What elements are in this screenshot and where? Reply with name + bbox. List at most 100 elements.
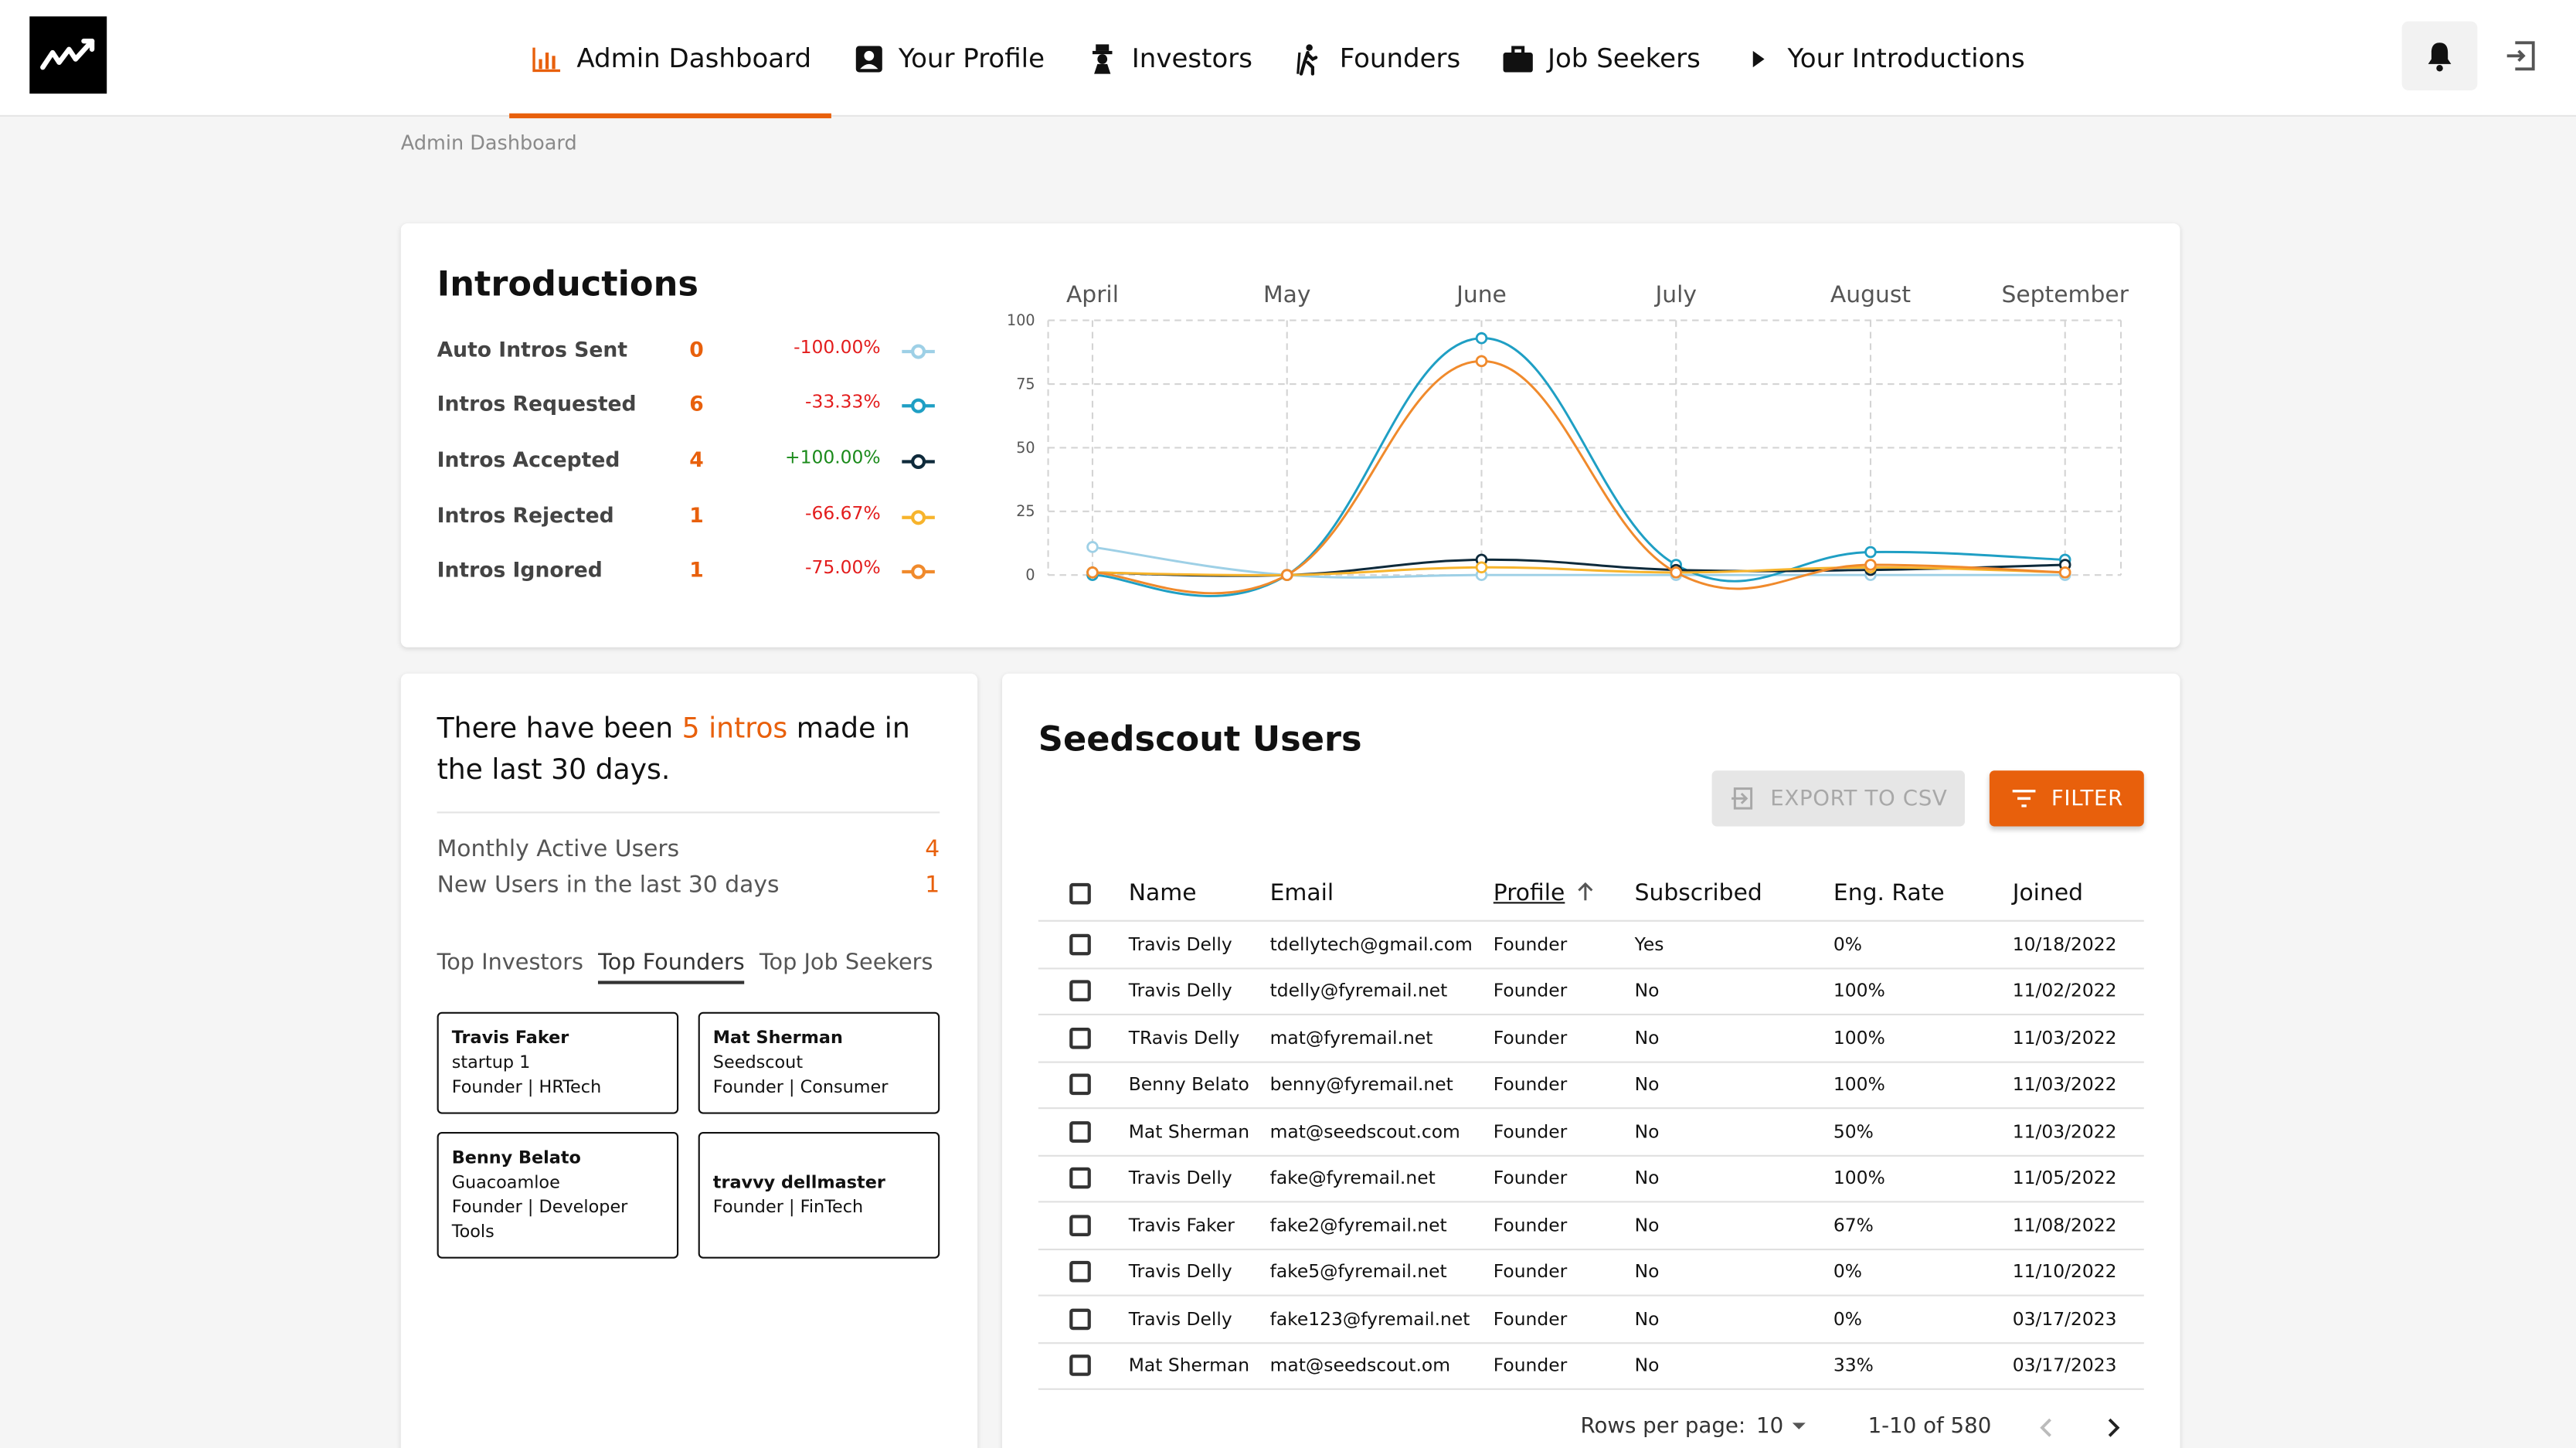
bell-icon xyxy=(2428,42,2452,72)
intro-label: Auto Intros Sent xyxy=(437,336,628,362)
intro-label: Intros Rejected xyxy=(437,502,614,528)
founder-card[interactable]: Mat Sherman Seedscout Founder | Consumer xyxy=(698,1011,940,1114)
col-eng-rate-header[interactable]: Eng. Rate xyxy=(1833,880,1945,907)
intros-headline: There have been 5 intros made in the las… xyxy=(437,710,946,792)
cell-joined: 11/05/2022 xyxy=(2012,1168,2117,1189)
data-point xyxy=(1475,331,1488,345)
row-checkbox[interactable] xyxy=(1069,933,1091,955)
series-line xyxy=(1092,566,2065,576)
row-checkbox[interactable] xyxy=(1069,1027,1091,1049)
nav-admin-dashboard[interactable]: Admin Dashboard xyxy=(509,0,831,119)
row-checkbox[interactable] xyxy=(1069,1074,1091,1096)
pagination: Rows per page: 10 1-10 of 580 xyxy=(1577,1409,2136,1448)
breadcrumb[interactable]: Admin Dashboard xyxy=(400,131,577,155)
founder-name: Mat Sherman xyxy=(712,1028,843,1049)
tab-top-job-seekers[interactable]: Top Job Seekers xyxy=(759,949,933,977)
data-point xyxy=(1475,561,1488,574)
cell-email: benny@fyremail.net xyxy=(1269,1074,1453,1096)
introductions-title: Introductions xyxy=(437,264,698,304)
app-logo[interactable] xyxy=(29,16,107,94)
row-checkbox[interactable] xyxy=(1069,1120,1091,1143)
cell-joined: 03/17/2023 xyxy=(2012,1308,2117,1330)
founder-card[interactable]: travvy dellmaster Founder | FinTech xyxy=(698,1132,940,1259)
cell-subscribed: No xyxy=(1634,1074,1660,1096)
stat-label: Monthly Active Users xyxy=(437,836,680,863)
table-row[interactable]: Travis Delly fake@fyremail.net Founder No 10… xyxy=(1038,1156,2144,1203)
nav-founders[interactable]: Founders xyxy=(1273,0,1480,117)
col-email-header[interactable]: Email xyxy=(1269,880,1334,907)
founder-card[interactable]: Travis Faker startup 1 Founder | HRTech xyxy=(437,1011,679,1114)
legend-line-icon xyxy=(902,344,935,359)
intro-row-auto-sent: Auto Intros Sent 0 -100.00% xyxy=(437,336,935,370)
logout-button[interactable] xyxy=(2497,33,2544,80)
notifications-button[interactable] xyxy=(2401,21,2478,90)
row-checkbox[interactable] xyxy=(1069,980,1091,1002)
filter-button[interactable]: FILTER xyxy=(1989,770,2144,827)
row-checkbox[interactable] xyxy=(1069,1168,1091,1189)
x-tick-label: April xyxy=(1066,281,1119,308)
cell-email: mat@seedscout.com xyxy=(1269,1120,1460,1143)
table-row[interactable]: Travis Delly fake5@fyremail.net Founder No 0… xyxy=(1038,1249,2144,1297)
nav-job-seekers[interactable]: Job Seekers xyxy=(1480,0,1721,117)
export-icon xyxy=(1729,785,1755,811)
table-row[interactable]: TRavis Delly mat@fyremail.net Founder No 100… xyxy=(1038,1015,2144,1062)
cell-subscribed: Yes xyxy=(1634,933,1664,955)
table-row[interactable]: Benny Belato benny@fyremail.net Founder No 1… xyxy=(1038,1062,2144,1110)
row-checkbox[interactable] xyxy=(1069,1355,1091,1377)
nav-your-introductions[interactable]: Your Introductions xyxy=(1720,0,2044,117)
table-row[interactable]: Mat Sherman mat@seedscout.com Founder No 50%… xyxy=(1038,1109,2144,1156)
trend-logo-icon xyxy=(40,38,95,70)
series-line xyxy=(1092,546,2065,579)
cell-name: Travis Delly xyxy=(1128,1168,1232,1189)
intro-label: Intros Ignored xyxy=(437,556,603,582)
founder-name: travvy dellmaster xyxy=(712,1173,885,1193)
row-checkbox[interactable] xyxy=(1069,1261,1091,1283)
table-row[interactable]: Travis Delly tdellytech@gmail.com Founder Y… xyxy=(1038,922,2144,969)
row-checkbox[interactable] xyxy=(1069,1214,1091,1236)
founder-name: Benny Belato xyxy=(451,1148,581,1168)
col-name-header[interactable]: Name xyxy=(1128,880,1197,907)
data-point xyxy=(1864,546,1877,559)
stats-card: There have been 5 intros made in the las… xyxy=(400,673,978,1448)
intro-change: -100.00% xyxy=(794,336,881,359)
series-line xyxy=(1092,337,2065,597)
export-csv-button[interactable]: EXPORT TO CSV xyxy=(1711,770,1966,827)
table-row[interactable]: Mat Sherman mat@seedscout.om Founder No 33% 0… xyxy=(1038,1343,2144,1390)
table-row[interactable]: Travis Delly tdelly@fyremail.net Founder No… xyxy=(1038,968,2144,1016)
cell-eng-rate: 100% xyxy=(1833,1074,1885,1096)
legend-line-icon xyxy=(902,564,935,580)
data-point xyxy=(1670,566,1682,579)
caret-down-icon[interactable] xyxy=(1791,1419,1807,1433)
cell-email: mat@seedscout.om xyxy=(1269,1355,1451,1377)
table-row[interactable]: Travis Faker fake2@fyremail.net Founder No 6… xyxy=(1038,1202,2144,1250)
cell-email: mat@fyremail.net xyxy=(1269,1027,1433,1049)
nav-investors[interactable]: Investors xyxy=(1065,0,1273,117)
founder-tags: Founder | Consumer xyxy=(712,1077,889,1098)
cell-joined: 11/10/2022 xyxy=(2012,1261,2117,1283)
founder-card[interactable]: Benny Belato Guacoamloe Founder | Develo… xyxy=(437,1132,679,1259)
col-profile-header[interactable]: Profile xyxy=(1494,881,1596,907)
cell-eng-rate: 0% xyxy=(1833,1308,1863,1330)
legend-line-icon xyxy=(902,398,935,413)
top-users-tabs: Top Investors Top Founders Top Job Seeke… xyxy=(437,950,948,984)
nav-your-profile[interactable]: Your Profile xyxy=(831,0,1065,117)
intro-change: -66.67% xyxy=(805,502,881,525)
select-all-checkbox[interactable] xyxy=(1069,882,1091,905)
tab-top-investors[interactable]: Top Investors xyxy=(437,949,583,977)
col-subscribed-header[interactable]: Subscribed xyxy=(1634,880,1762,907)
tab-top-founders[interactable]: Top Founders xyxy=(598,950,745,984)
nav-label: Your Introductions xyxy=(1787,42,2025,74)
table-row[interactable]: Travis Delly fake123@fyremail.net Founder N… xyxy=(1038,1297,2144,1344)
cell-subscribed: No xyxy=(1634,980,1660,1002)
cell-email: fake@fyremail.net xyxy=(1269,1168,1436,1189)
col-joined-header[interactable]: Joined xyxy=(2012,880,2084,907)
row-checkbox[interactable] xyxy=(1069,1308,1091,1330)
chevron-left-icon[interactable] xyxy=(2034,1415,2060,1441)
divider xyxy=(437,811,940,814)
headline-text-post: made in the last 30 days. xyxy=(437,712,910,787)
main-nav: Admin Dashboard Your Profile Investors F… xyxy=(509,0,2044,119)
rows-per-page-select[interactable]: 10 xyxy=(1755,1414,1784,1440)
cell-joined: 11/08/2022 xyxy=(2012,1214,2117,1236)
chevron-right-icon[interactable] xyxy=(2099,1415,2126,1441)
data-point xyxy=(1086,541,1099,553)
